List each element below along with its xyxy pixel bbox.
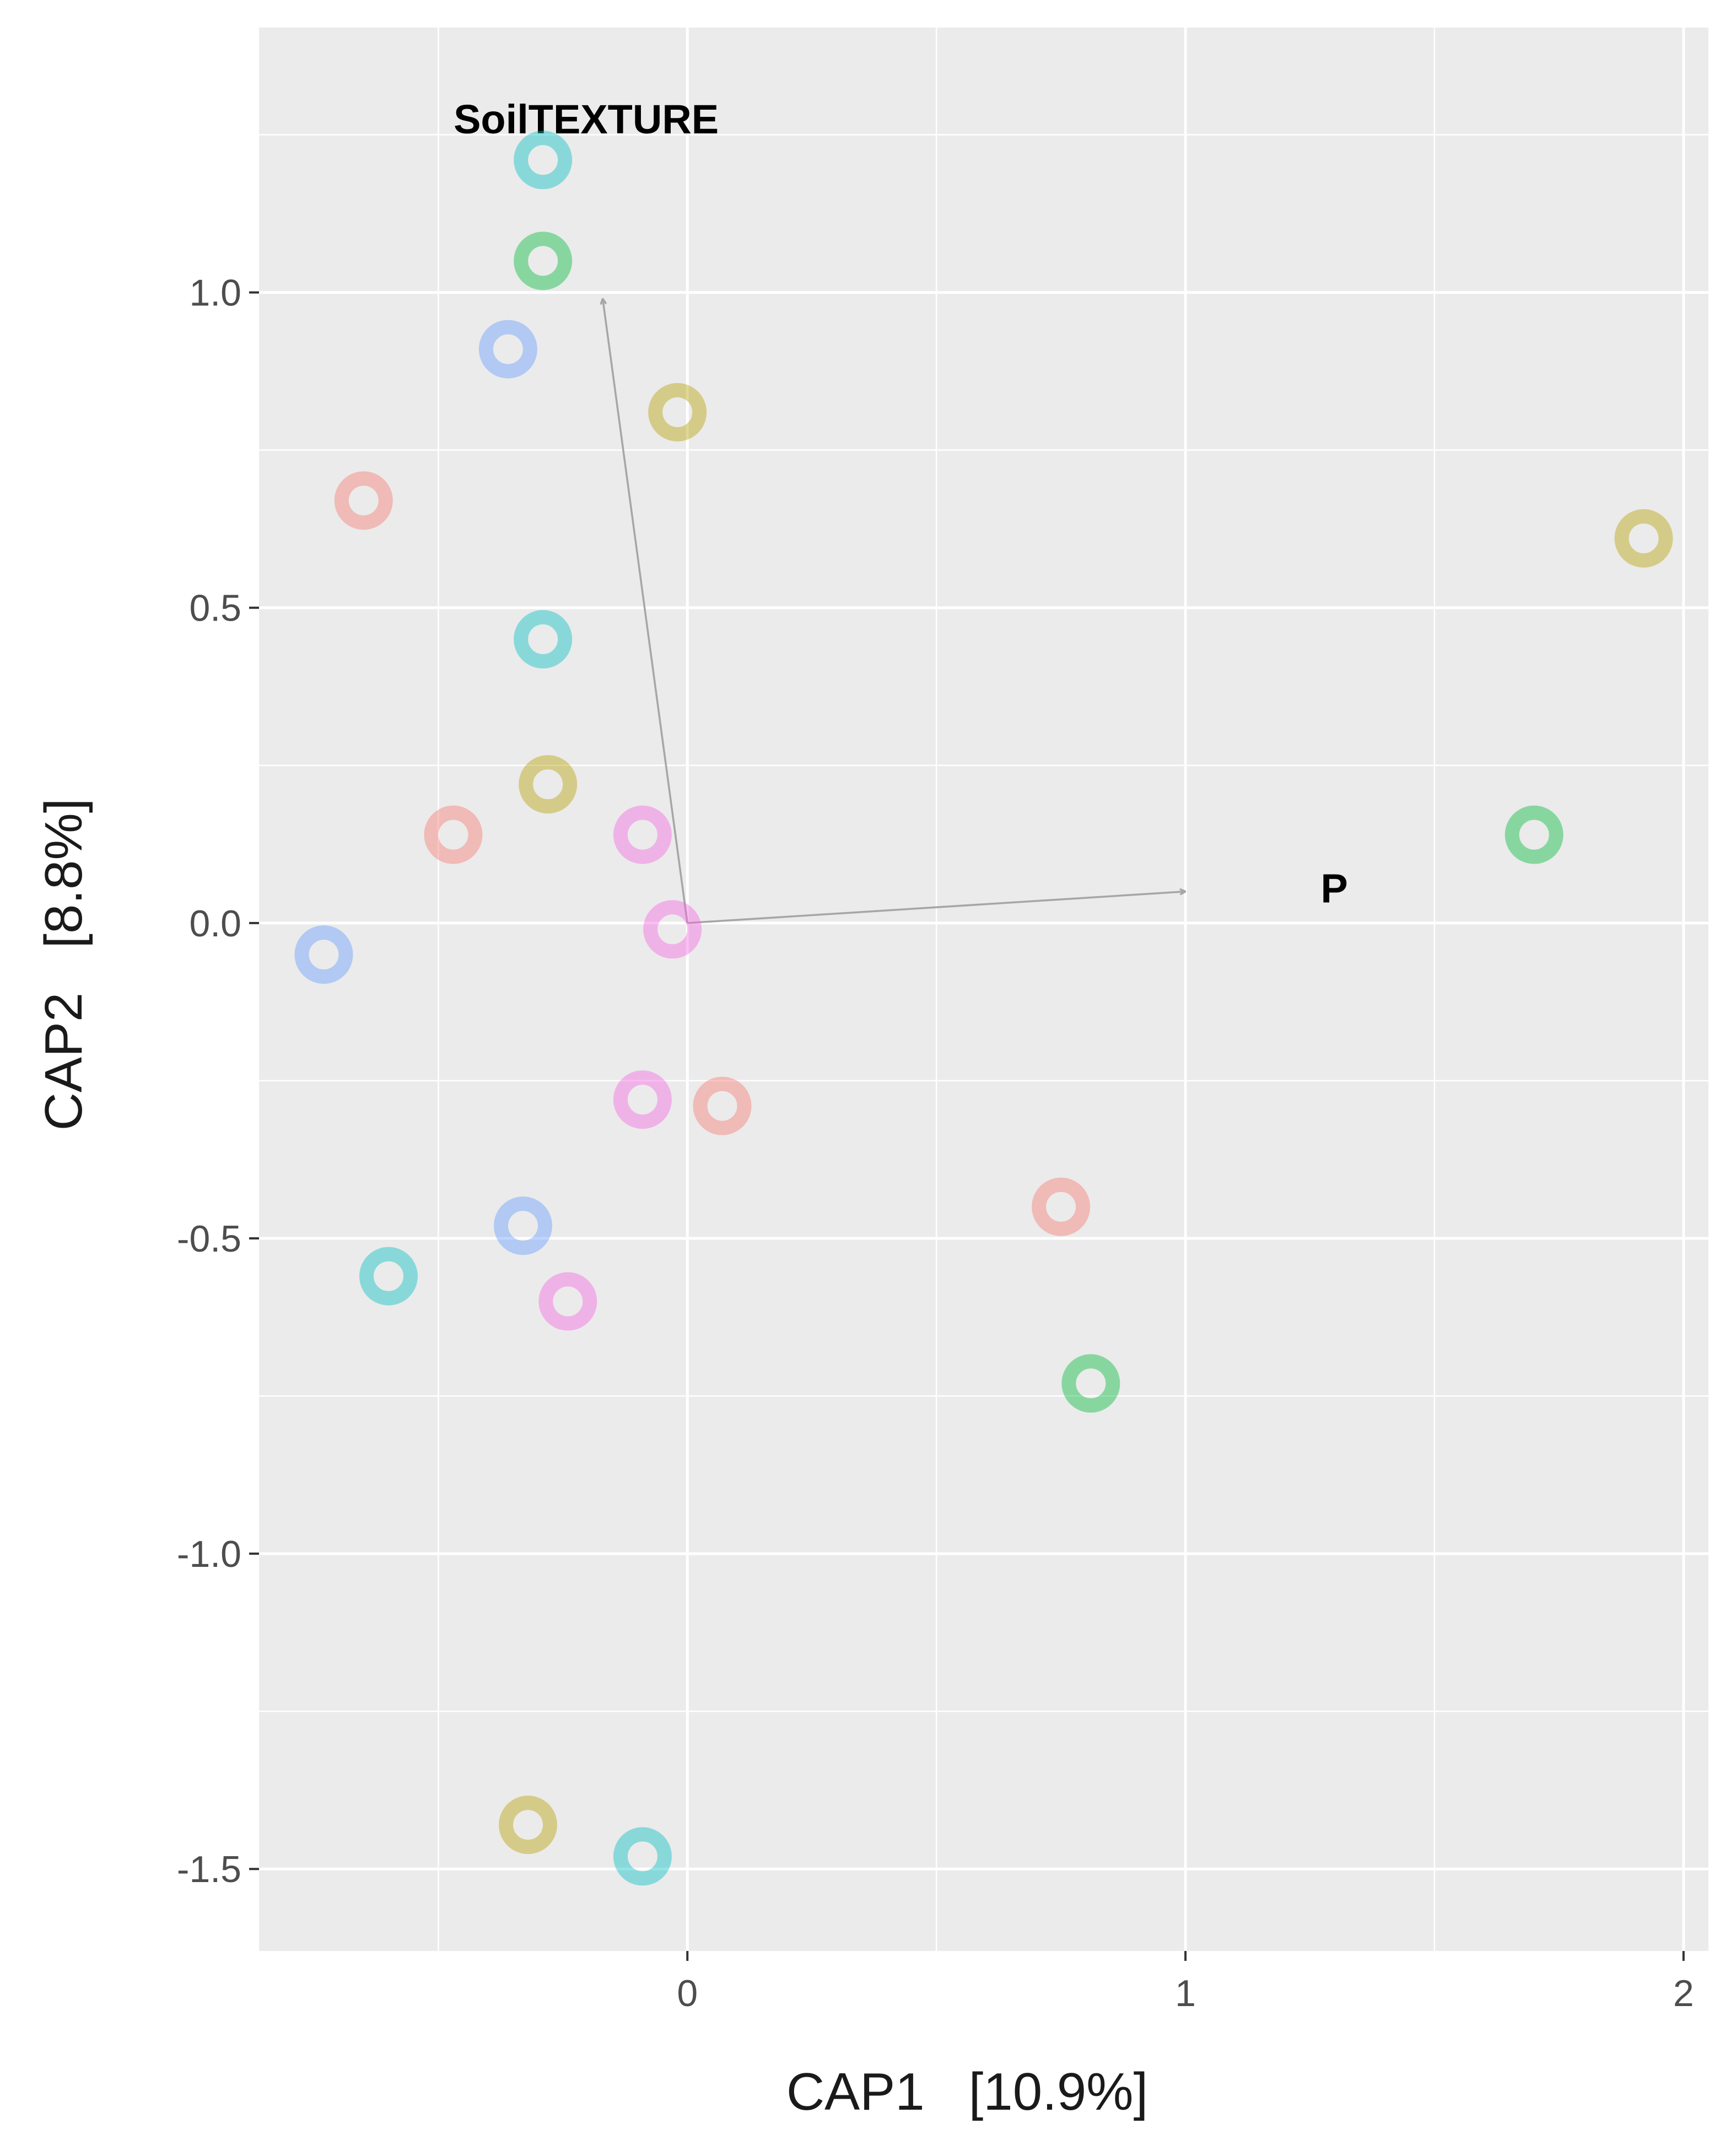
data-point [1061,1354,1120,1413]
data-point [514,131,573,190]
x-axis-title: CAP1 [10.9%] [786,2062,1148,2121]
vector-arrow [603,299,688,924]
vector-arrow [687,892,1185,924]
data-point [294,925,353,984]
data-point [494,1196,553,1255]
vector-label: P [1320,866,1347,912]
data-point [424,805,483,864]
y-axis-title: CAP2 [8.8%] [34,799,93,1131]
data-point [1032,1177,1091,1236]
data-point [514,231,573,290]
y-tick-label: -0.5 [177,1218,241,1260]
x-tick-label: 0 [677,1972,698,2014]
data-point [519,755,578,814]
data-point [648,383,707,441]
vector-label: SoilTEXTURE [454,96,719,142]
y-tick-label: 0.5 [189,587,241,629]
x-axis-ticks: 0 1 2 [677,1951,1694,2014]
data-point [1505,805,1564,864]
x-tick-label: 1 [1175,1972,1196,2014]
data-point [334,471,393,530]
y-tick-label: 1.0 [189,272,241,314]
data-point [1614,509,1673,568]
y-tick-label: -1.0 [177,1533,241,1575]
y-tick-label: 0.0 [189,903,241,945]
data-point [693,1076,752,1135]
y-tick-label: -1.5 [177,1848,241,1890]
biplot-vectors: SoilTEXTURE P [454,96,1348,924]
data-point [613,1827,672,1886]
data-point [613,805,672,864]
data-point [359,1247,418,1306]
data-point [514,610,573,669]
major-grid [259,28,1708,1951]
sample-points [294,131,1673,1886]
data-point [499,1796,558,1855]
plot-panel [259,28,1708,1951]
minor-grid [259,28,1708,1951]
data-point [613,1070,672,1129]
x-tick-label: 2 [1673,1972,1694,2014]
data-point [538,1272,597,1331]
data-point [643,900,702,959]
y-axis-ticks: 1.0 0.5 0.0 -0.5 -1.0 -1.5 [177,272,259,1890]
data-point [478,320,537,379]
